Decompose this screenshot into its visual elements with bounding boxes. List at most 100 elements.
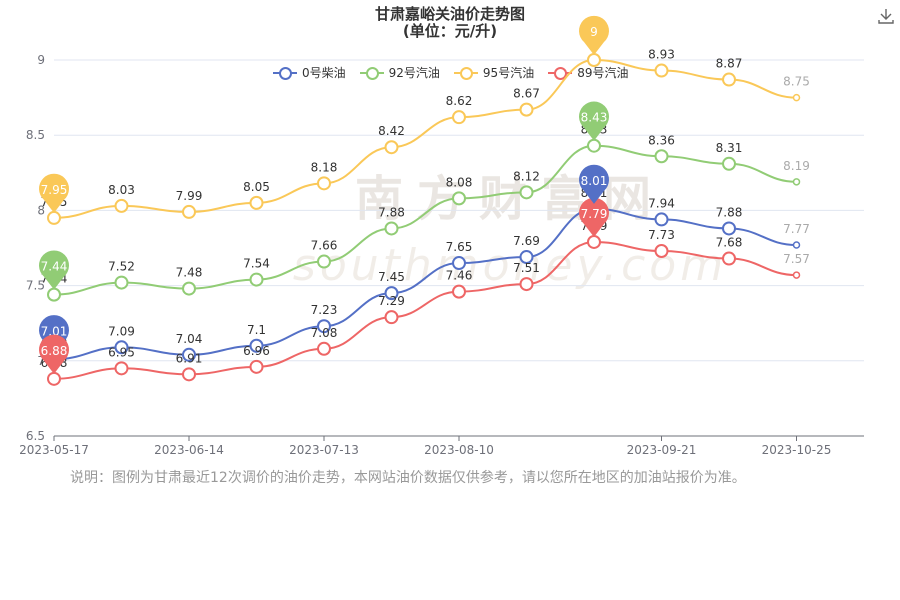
data-label: 7.04 [176, 332, 203, 346]
pin-marker-label: 6.88 [41, 344, 68, 358]
data-point [654, 212, 669, 227]
data-label: 7.23 [311, 303, 338, 317]
pin-marker-label: 7.79 [581, 207, 608, 221]
data-point [182, 347, 196, 362]
legend-item[interactable]: 95号汽油 [453, 64, 535, 81]
data-label: 6.95 [108, 345, 135, 359]
data-point [792, 178, 801, 186]
x-tick-label: 2023-06-14 [154, 443, 224, 457]
data-label: 8.87 [716, 57, 743, 71]
data-point [722, 156, 736, 171]
data-point [722, 251, 736, 266]
data-point [317, 176, 331, 191]
data-label: 7.88 [716, 205, 743, 219]
legend-swatch [359, 66, 384, 80]
y-tick-label: 6.5 [26, 429, 45, 443]
x-tick-label: 2023-08-10 [424, 443, 494, 457]
data-label: 7.57 [783, 252, 810, 266]
data-label: 7.66 [311, 239, 338, 253]
data-point [452, 110, 466, 125]
pin-marker-label: 9 [590, 25, 598, 39]
pin-marker-label: 7.95 [41, 183, 68, 197]
legend-label: 95号汽油 [482, 66, 535, 80]
data-point [654, 63, 669, 78]
data-label: 7.52 [108, 260, 135, 274]
data-point [317, 341, 331, 356]
legend-item[interactable]: 0号柴油 [273, 64, 346, 81]
legend-item[interactable]: 92号汽油 [359, 64, 440, 81]
chart-subtitle: (单位：元/升) [402, 22, 498, 40]
data-label: 7.45 [378, 270, 405, 284]
legend: 0号柴油 92号汽油 95号汽油 89号汽油 [273, 64, 642, 81]
data-label: 8.62 [446, 94, 473, 108]
data-point [114, 275, 129, 290]
pin-marker [579, 197, 609, 237]
data-point [114, 340, 129, 355]
chart-title: 甘肃嘉峪关油价走势图 [374, 5, 525, 23]
data-point [792, 271, 801, 279]
data-point [654, 244, 669, 259]
data-label: 7.69 [513, 234, 540, 248]
legend-label: 92号汽油 [388, 66, 440, 80]
data-point [47, 287, 61, 302]
data-point [317, 319, 331, 334]
data-point [587, 53, 601, 67]
data-label: 8.18 [311, 160, 338, 174]
data-point [249, 195, 264, 210]
data-point [452, 191, 466, 206]
data-label: 7.29 [378, 294, 405, 308]
y-tick-label: 8.5 [26, 128, 45, 142]
data-point [384, 221, 399, 236]
data-point [722, 72, 736, 87]
data-label: 6.91 [176, 351, 203, 365]
pin-marker [39, 250, 69, 290]
x-tick-label: 2023-10-25 [762, 443, 832, 457]
data-point [47, 371, 61, 386]
data-point [249, 359, 264, 374]
data-point [47, 210, 61, 225]
data-point [114, 361, 129, 376]
data-point [182, 281, 196, 296]
legend-swatch [273, 66, 297, 80]
data-point [792, 241, 801, 249]
data-point [114, 198, 129, 213]
chart-note: 说明：图例为甘肃最近12次调价的油价走势，本网站油价数据仅供参考，请以您所在地区… [70, 470, 746, 486]
data-label: 8.05 [243, 180, 270, 194]
data-point [182, 367, 196, 382]
data-point [587, 234, 601, 249]
x-tick-label: 2023-09-21 [627, 443, 697, 457]
data-point [249, 272, 264, 287]
legend-swatch [453, 66, 478, 80]
data-label: 7.65 [446, 240, 473, 254]
y-tick-label: 9 [37, 53, 45, 67]
download-icon[interactable] [876, 6, 896, 26]
data-point [722, 221, 736, 236]
data-label: 7.73 [648, 228, 675, 242]
pin-marker [579, 15, 609, 55]
data-label: 7.08 [311, 326, 338, 340]
data-point [317, 254, 331, 269]
pin-marker [579, 164, 609, 204]
data-point [384, 286, 399, 301]
data-point [519, 185, 534, 200]
data-point [384, 140, 399, 155]
pin-marker-label: 7.01 [41, 324, 68, 338]
pin-marker [39, 173, 69, 213]
data-label: 8.93 [648, 48, 675, 62]
data-point [249, 338, 264, 353]
data-label: 8.08 [446, 175, 473, 189]
data-label: 6.96 [243, 344, 270, 358]
data-point [452, 256, 466, 271]
legend-label: 89号汽油 [577, 66, 629, 80]
data-point [182, 204, 196, 219]
data-label: 7.48 [176, 266, 203, 280]
data-label: 8.31 [716, 141, 743, 155]
y-tick-label: 7 [37, 354, 45, 368]
data-label: 7.51 [513, 261, 540, 275]
data-point [654, 149, 669, 164]
data-label: 7.77 [783, 222, 810, 236]
legend-item[interactable]: 89号汽油 [548, 64, 628, 81]
data-label: 7.46 [446, 269, 473, 283]
data-point [792, 93, 801, 102]
